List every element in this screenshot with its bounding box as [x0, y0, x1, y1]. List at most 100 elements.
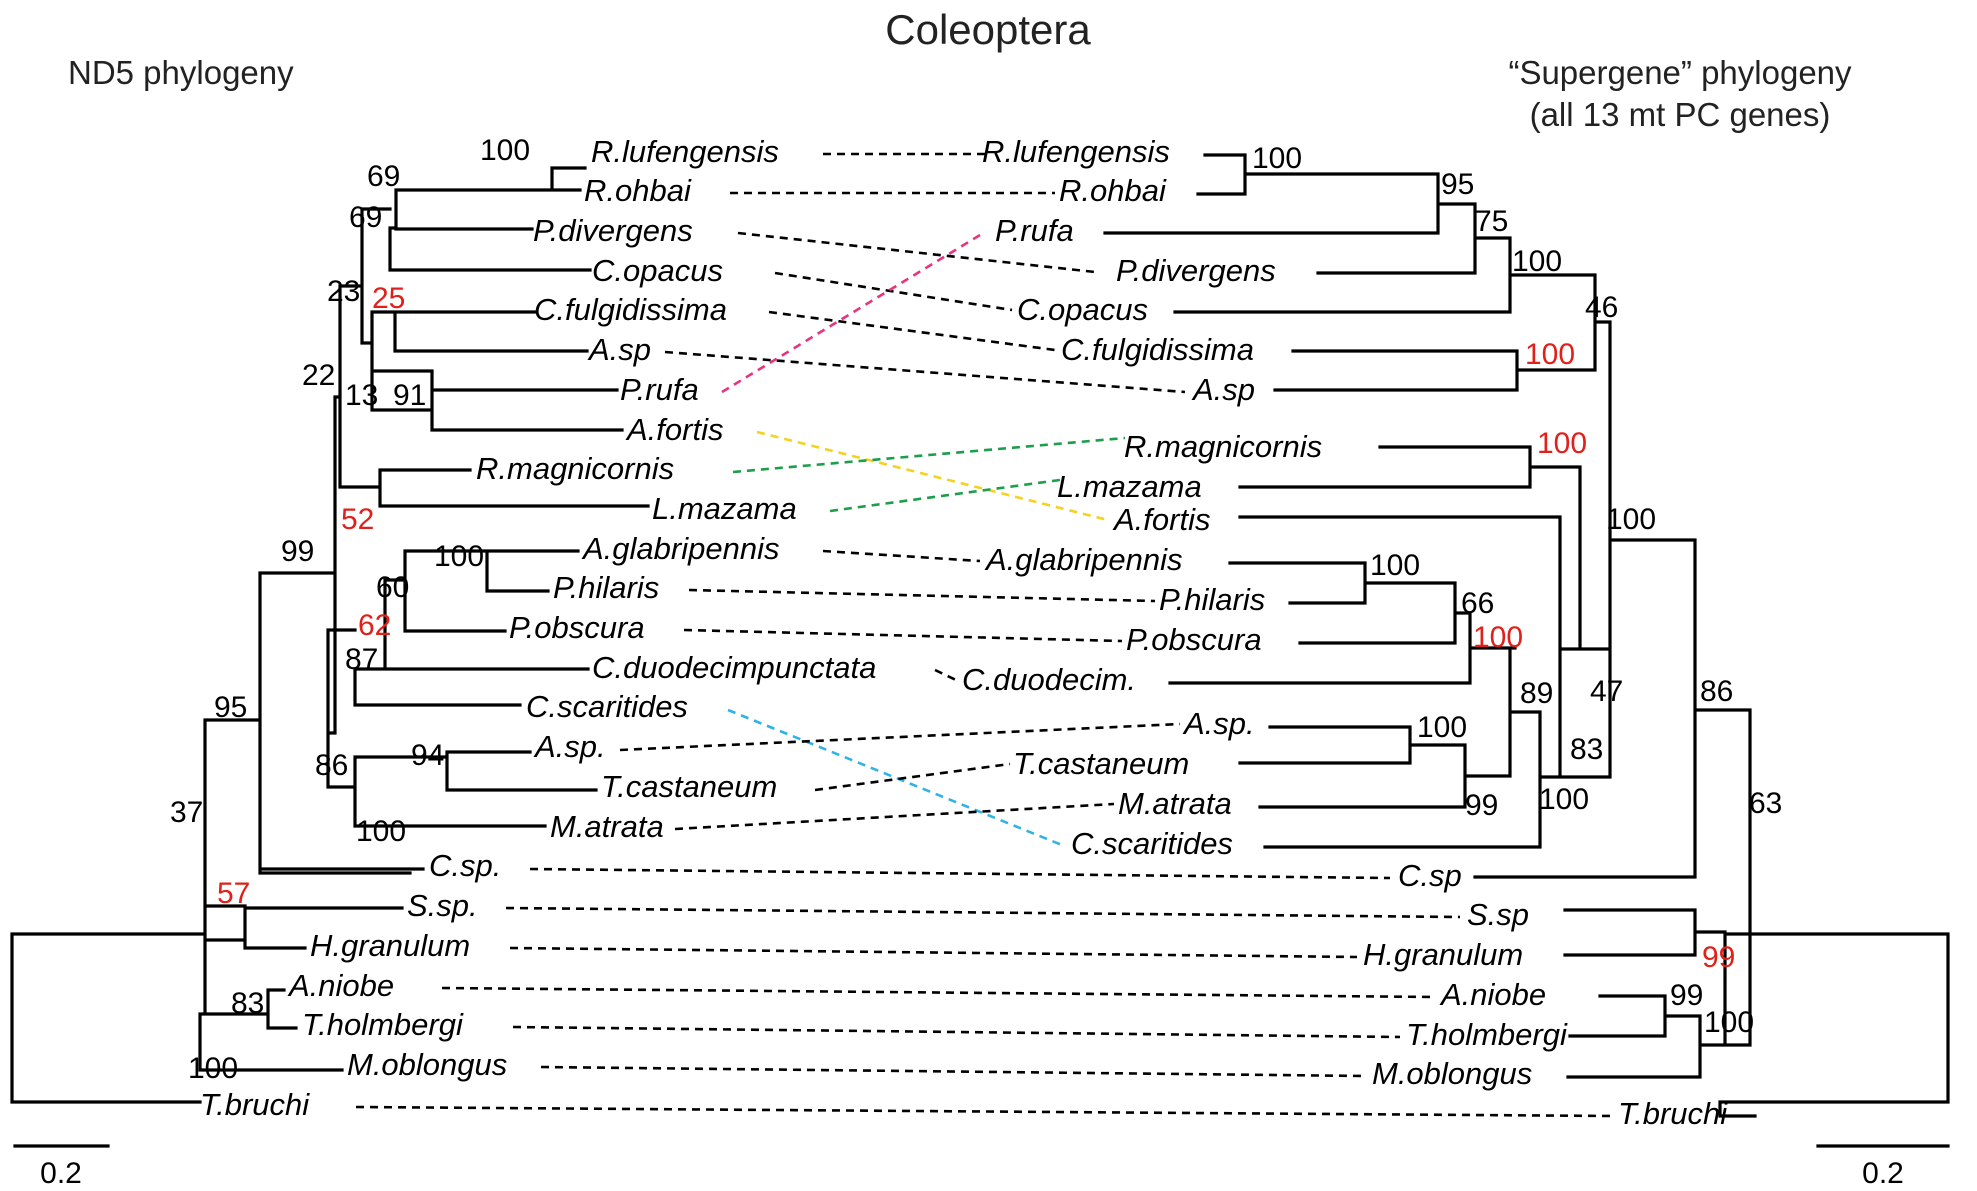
left-support: 23 — [327, 275, 360, 308]
left-taxon-hgranulum: H.granulum — [310, 928, 470, 963]
right-scale-bar: 0.2 — [1816, 1144, 1950, 1190]
left-taxon-aniobe: A.niobe — [287, 968, 394, 1003]
left-support: 52 — [341, 503, 374, 536]
left-taxon-afortis: A.fortis — [625, 412, 723, 447]
right-taxon-cfulgidissima: C.fulgidissima — [1061, 332, 1254, 367]
taxon-link — [768, 310, 1056, 352]
right-support: 100 — [1473, 621, 1523, 654]
taxon-link — [732, 436, 1126, 474]
right-tree-label-subtitle: (all 13 mt PC genes) — [1530, 96, 1831, 133]
right-taxon-rohbai: R.ohbai — [1059, 173, 1167, 208]
left-taxon-matrata: M.atrata — [550, 809, 664, 844]
left-taxon-cscaritides: C.scaritides — [526, 689, 688, 724]
taxon-link — [774, 271, 1013, 312]
left-taxon-rlufengensis: R.lufengensis — [591, 134, 779, 169]
left-taxon-lmazama: L.mazama — [652, 491, 797, 526]
right-taxon-aglabripennis: A.glabripennis — [984, 542, 1182, 577]
right-taxon-hgranulum: H.granulum — [1363, 937, 1523, 972]
taxon-links — [355, 152, 1614, 1118]
right-support: 63 — [1749, 787, 1782, 820]
right-taxon-philaris: P.hilaris — [1159, 582, 1265, 617]
left-tree-branch — [10, 166, 650, 1104]
taxon-link — [512, 1025, 1401, 1039]
taxon-link — [355, 1105, 1614, 1118]
right-support: 75 — [1475, 205, 1508, 238]
left-taxon-cfulgidissima: C.fulgidissima — [534, 292, 727, 327]
right-taxon-csp: C.sp — [1398, 858, 1462, 893]
taxon-link — [683, 628, 1123, 643]
left-taxon-pdivergens: P.divergens — [533, 213, 693, 248]
left-taxon-asp2: A.sp. — [533, 729, 606, 764]
taxon-link — [737, 231, 1096, 274]
left-support: 69 — [349, 201, 382, 234]
left-scale-bar: 0.2 — [13, 1144, 110, 1190]
right-support: 89 — [1520, 677, 1553, 710]
left-taxon-prufa: P.rufa — [620, 372, 699, 407]
left-taxon-labels: R.lufengensis R.ohbai P.divergens C.opac… — [200, 134, 876, 1122]
right-support: 100 — [1512, 245, 1562, 278]
right-support: 100 — [1417, 711, 1467, 744]
left-taxon-tbruchi: T.bruchi — [200, 1087, 310, 1122]
left-support: 100 — [188, 1052, 238, 1085]
right-taxon-pobscura: P.obscura — [1126, 622, 1262, 657]
right-taxon-ssp: S.sp — [1467, 897, 1529, 932]
left-support: 91 — [393, 379, 426, 412]
left-taxon-rmagnicornis: R.magnicornis — [476, 451, 674, 486]
right-support: 46 — [1585, 291, 1618, 324]
left-support: 87 — [345, 643, 378, 676]
right-taxon-asp2: A.sp. — [1182, 706, 1255, 741]
left-support: 95 — [214, 691, 247, 724]
right-support: 100 — [1370, 549, 1420, 582]
right-support: 83 — [1570, 733, 1603, 766]
right-taxon-aniobe: A.niobe — [1439, 977, 1546, 1012]
left-taxon-rohbai: R.ohbai — [584, 173, 692, 208]
left-support: 62 — [358, 609, 391, 642]
left-support: 57 — [217, 877, 250, 910]
right-support: 99 — [1465, 789, 1498, 822]
left-taxon-asp1: A.sp — [587, 332, 651, 367]
taxon-link — [674, 802, 1115, 831]
right-support: 99 — [1670, 979, 1703, 1012]
left-support: 13 — [345, 379, 378, 412]
right-support: 47 — [1590, 675, 1623, 708]
right-taxon-cscaritides: C.scaritides — [1071, 826, 1233, 861]
taxon-link — [814, 762, 1011, 792]
right-taxon-moblongus: M.oblongus — [1372, 1056, 1532, 1091]
right-taxon-labels: R.lufengensis R.ohbai P.rufa P.divergens… — [962, 134, 1728, 1131]
right-taxon-lmazama: L.mazama — [1057, 469, 1202, 504]
left-support: 25 — [372, 282, 405, 315]
right-taxon-tcastaneum: T.castaneum — [1013, 746, 1189, 781]
right-support: 100 — [1537, 427, 1587, 460]
taxon-link — [540, 1065, 1366, 1078]
left-tree-label: ND5 phylogeny — [68, 54, 294, 91]
right-taxon-asp1: A.sp — [1191, 372, 1255, 407]
taxon-link — [441, 986, 1436, 999]
taxon-link — [509, 946, 1358, 959]
taxon-link — [529, 867, 1391, 880]
left-taxon-tholmbergi: T.holmbergi — [302, 1007, 464, 1042]
left-taxon-aglabripennis: A.glabripennis — [581, 531, 779, 566]
right-support: 100 — [1704, 1006, 1754, 1039]
left-support: 100 — [434, 540, 484, 573]
left-tree-precise — [10, 166, 650, 1104]
right-scale-label: 0.2 — [1862, 1157, 1904, 1190]
left-support: 37 — [170, 796, 203, 829]
taxon-link — [688, 588, 1156, 603]
left-support: 86 — [315, 749, 348, 782]
left-taxon-tcastaneum: T.castaneum — [601, 769, 777, 804]
right-taxon-prufa: P.rufa — [995, 213, 1074, 248]
left-taxon-moblongus: M.oblongus — [347, 1047, 507, 1082]
right-support: 95 — [1441, 168, 1474, 201]
taxon-link — [756, 430, 1109, 522]
taxon-link — [727, 708, 1063, 847]
taxon-link — [664, 350, 1186, 394]
left-support-values: 100 69 69 23 25 22 13 91 52 99 100 60 62… — [170, 134, 530, 1085]
right-taxon-copacus: C.opacus — [1017, 292, 1148, 327]
left-taxon-copacus: C.opacus — [592, 253, 723, 288]
taxon-link — [721, 230, 986, 394]
left-taxon-philaris: P.hilaris — [553, 570, 659, 605]
left-taxon-cduodecim: C.duodecimpunctata — [592, 650, 876, 685]
right-taxon-pdivergens: P.divergens — [1116, 253, 1276, 288]
left-support: 94 — [411, 739, 444, 772]
